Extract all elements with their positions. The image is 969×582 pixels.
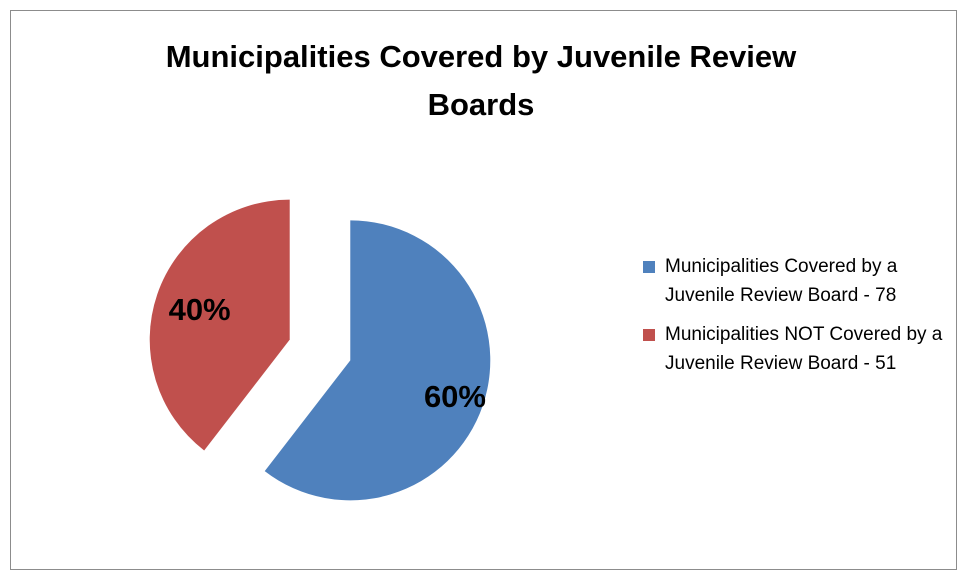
chart-title: Municipalities Covered by Juvenile Revie… bbox=[165, 39, 797, 122]
legend-item-not-covered: Municipalities NOT Covered by a Juvenile… bbox=[643, 320, 943, 378]
legend: Municipalities Covered by a Juvenile Rev… bbox=[643, 252, 943, 388]
data-label-not-covered: 40% bbox=[169, 292, 231, 327]
pie-slice-not-covered bbox=[149, 199, 290, 451]
pie-slice-covered bbox=[264, 220, 491, 501]
legend-swatch-covered bbox=[643, 261, 655, 273]
data-label-covered: 60% bbox=[424, 379, 486, 414]
legend-swatch-not-covered bbox=[643, 329, 655, 341]
legend-item-covered: Municipalities Covered by a Juvenile Rev… bbox=[643, 252, 943, 310]
legend-label-not-covered: Municipalities NOT Covered by a Juvenile… bbox=[665, 324, 943, 374]
legend-label-covered: Municipalities Covered by a Juvenile Rev… bbox=[665, 256, 898, 306]
